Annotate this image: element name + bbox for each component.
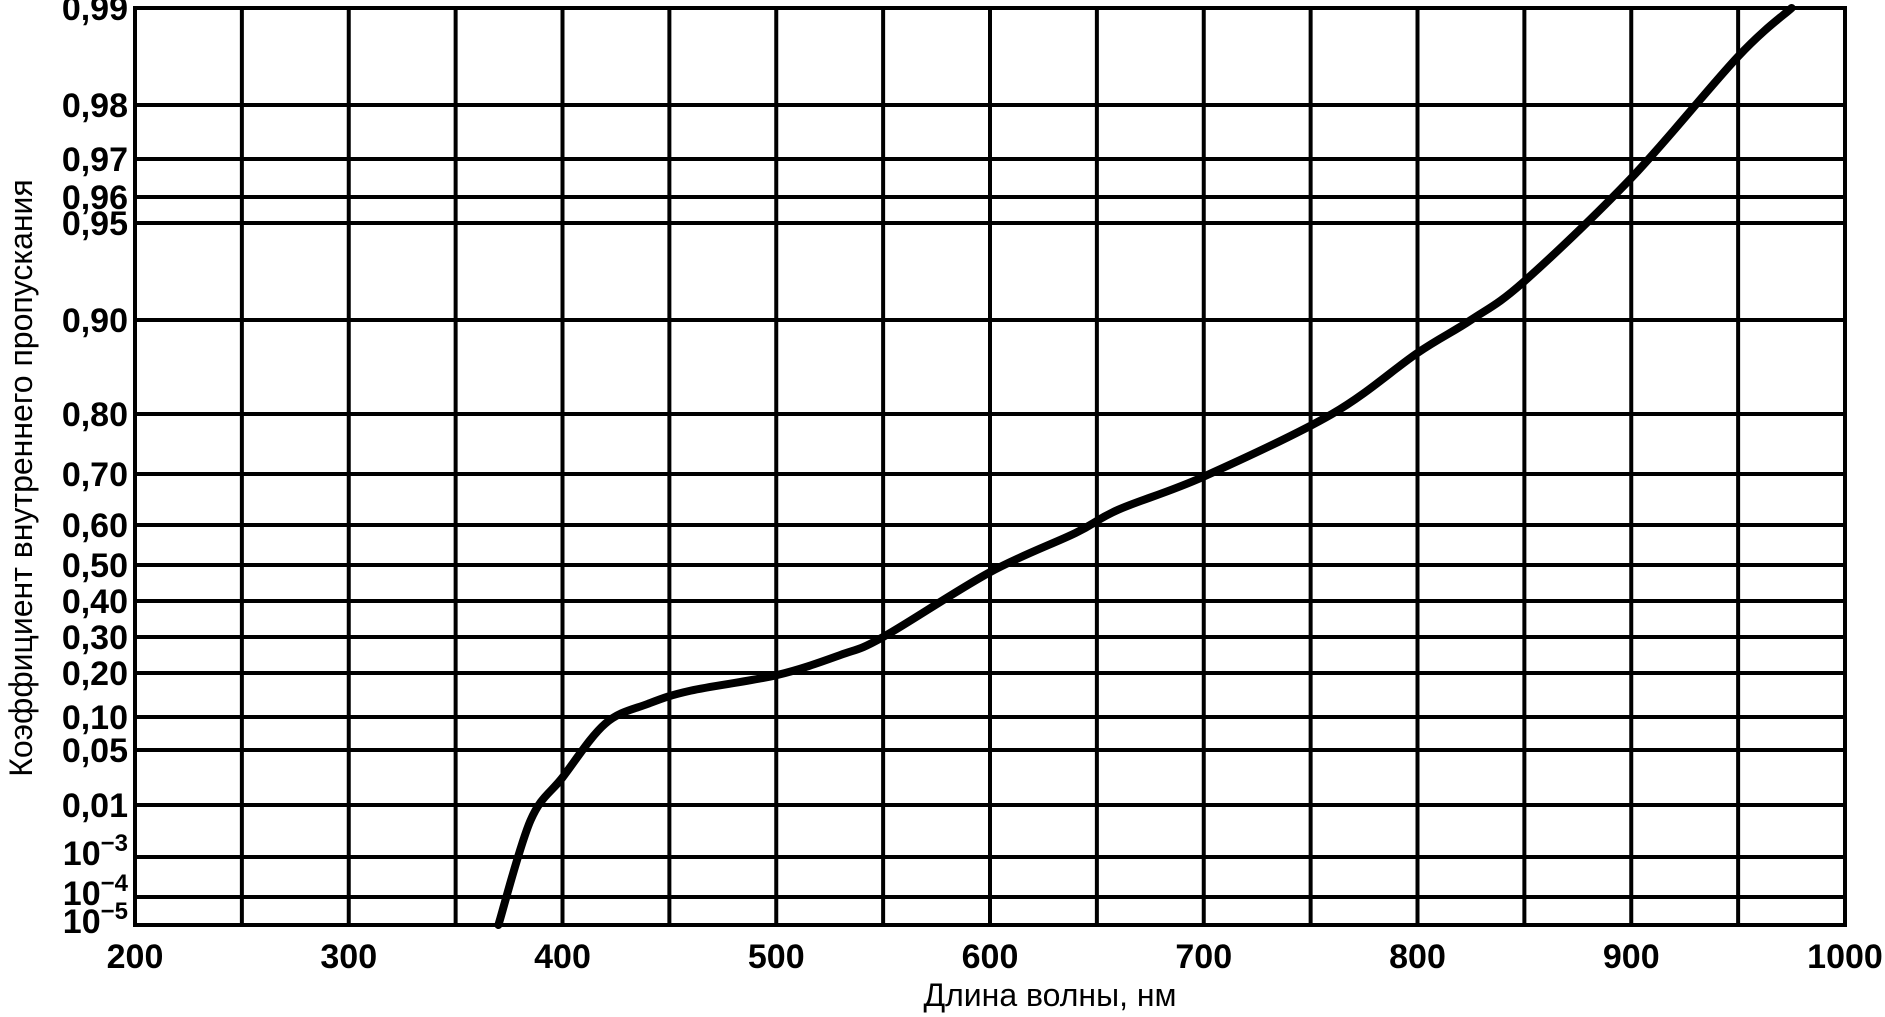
y-tick-label: 0,20 (62, 655, 128, 693)
x-axis-title: Длина волны, нм (923, 977, 1176, 1013)
y-tick-label: 0,05 (62, 732, 128, 770)
y-tick-label: 10−3 (63, 830, 128, 873)
y-tick-label: 0,50 (62, 547, 128, 585)
x-tick-label: 300 (320, 938, 377, 976)
y-tick-label: 0,97 (62, 141, 128, 179)
x-tick-label: 200 (107, 938, 164, 976)
plot-frame (133, 6, 1847, 927)
x-tick-label: 400 (534, 938, 591, 976)
y-tick-label: 0,60 (62, 507, 128, 545)
y-tick-label: 0,30 (62, 619, 128, 657)
x-tick-labels: 200 300 400 500 600 700 800 900 1000 (107, 938, 1883, 976)
transmittance-curve (494, 4, 1796, 929)
y-tick-labels: 10−510−410−3 0,01 0,050,10 0,200,300,400,50… (62, 0, 129, 941)
y-axis-title: Коэффициент внутреннего пропускания (3, 179, 39, 777)
y-tick-label: 0,99 (62, 0, 128, 28)
y-tick-label: 0,70 (62, 456, 128, 494)
y-tick-label: 0,40 (62, 583, 128, 621)
x-tick-label: 700 (1175, 938, 1232, 976)
y-tick-label: 0,01 (62, 787, 128, 825)
y-tick-label: 0,96 (62, 179, 128, 217)
y-tick-label: 0,98 (62, 87, 128, 125)
y-tick-label: 0,90 (62, 302, 128, 340)
y-tick-label: 0,95 (62, 205, 128, 243)
grid (135, 8, 1845, 925)
x-tick-label: 600 (962, 938, 1019, 976)
x-tick-label: 500 (748, 938, 805, 976)
x-tick-label: 1000 (1807, 938, 1883, 976)
x-tick-label: 800 (1389, 938, 1446, 976)
y-tick-label: 10−5 (63, 898, 128, 941)
y-tick-label: 0,80 (62, 396, 128, 434)
y-tick-label: 10−4 (63, 870, 129, 913)
x-tick-label: 900 (1603, 938, 1660, 976)
y-tick-label: 0,10 (62, 699, 128, 737)
